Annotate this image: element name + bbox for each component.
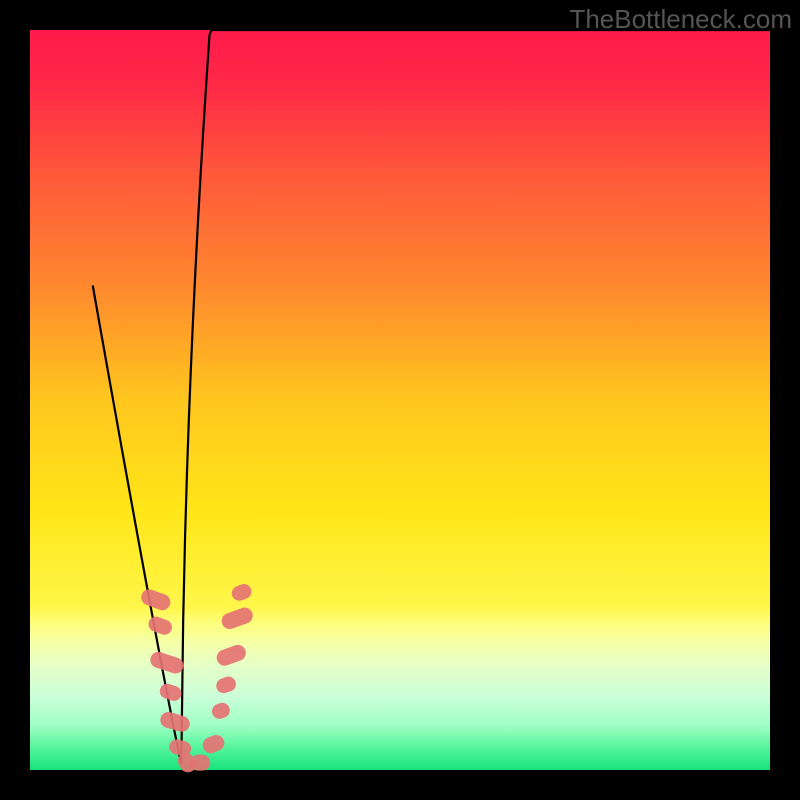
curve-marker (190, 755, 210, 771)
chart-svg (0, 0, 800, 800)
plot-background (30, 30, 770, 770)
chart-stage: TheBottleneck.com (0, 0, 800, 800)
watermark-text: TheBottleneck.com (569, 4, 792, 35)
